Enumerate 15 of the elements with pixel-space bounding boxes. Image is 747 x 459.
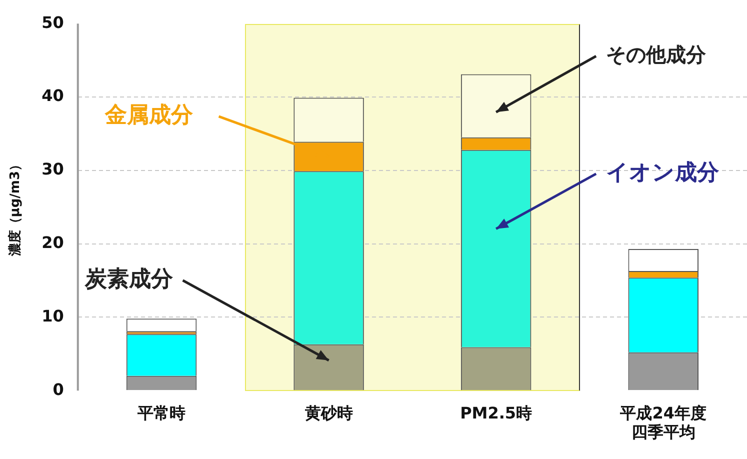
y-tick-label: 0 xyxy=(52,380,64,399)
text: イオン成分 xyxy=(606,160,720,186)
y-tick-label: 20 xyxy=(42,232,64,252)
x-tick-label: 黄砂時 xyxy=(304,403,353,422)
y-tick-label: 30 xyxy=(42,160,64,179)
x-tick-label: 平成24年度四季平均 xyxy=(619,403,706,442)
text: 金属成分 xyxy=(104,103,194,128)
y-axis-title: 濃度（μg/m3） xyxy=(7,158,24,258)
x-tick-label: PM2.5時 xyxy=(460,403,532,422)
y-tick-label: 50 xyxy=(42,12,64,32)
text: 炭素成分 xyxy=(84,267,174,292)
y-tick-label: 40 xyxy=(42,86,64,106)
text: その他成分 xyxy=(606,42,708,66)
x-tick-label: 平常時 xyxy=(136,403,186,422)
y-tick-label: 10 xyxy=(42,306,64,326)
